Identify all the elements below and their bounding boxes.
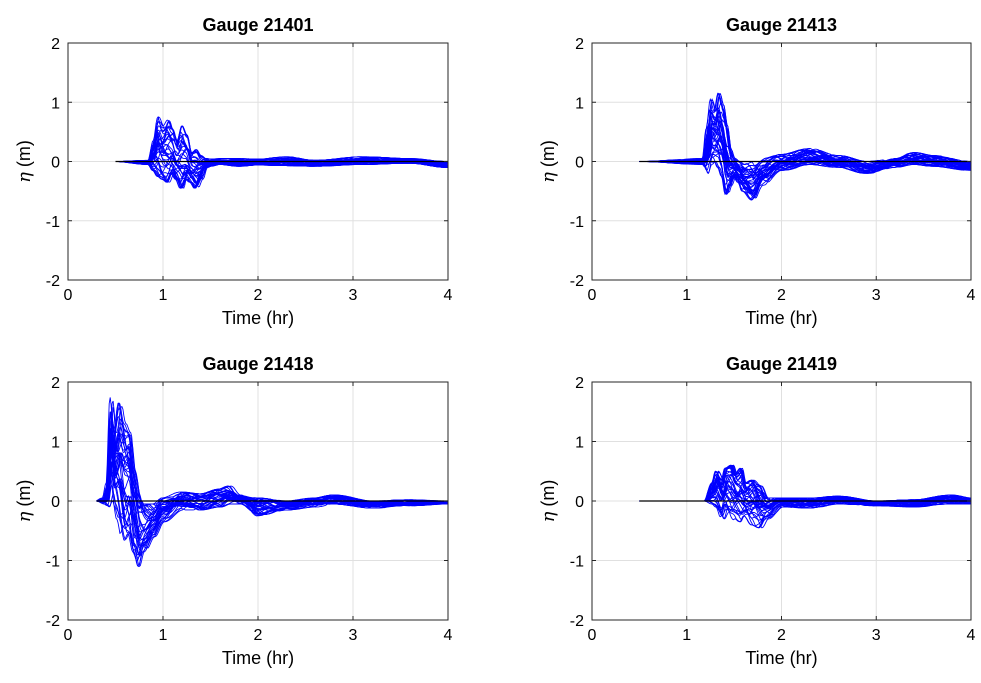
y-tick-label: 2 bbox=[51, 36, 60, 53]
y-tick-label: 1 bbox=[51, 435, 60, 452]
y-axis-unit: (m) bbox=[14, 140, 34, 172]
x-tick-label: 1 bbox=[682, 627, 691, 644]
y-tick-label: -2 bbox=[46, 613, 60, 630]
ensemble-line bbox=[96, 467, 448, 568]
y-tick-label: 0 bbox=[51, 155, 60, 172]
chart-panel-3: 0 1 2 3 4 -2 -1 0 1 2 Gauge 21418 Time (hr) η (m) bbox=[14, 354, 453, 668]
y-axis-symbol: η bbox=[538, 172, 559, 183]
y-axis-symbol: η bbox=[538, 511, 559, 522]
y-tick-label: 0 bbox=[575, 494, 584, 511]
chart-title: Gauge 21413 bbox=[726, 15, 837, 35]
y-tick-label: -2 bbox=[570, 613, 584, 630]
x-tick-label: 2 bbox=[777, 287, 786, 304]
y-tick-label: -1 bbox=[570, 214, 584, 231]
x-tick-label: 4 bbox=[444, 287, 453, 304]
series-group bbox=[639, 92, 971, 201]
x-tick-label: 0 bbox=[588, 287, 597, 304]
ensemble-line bbox=[115, 116, 448, 164]
ensemble-line bbox=[639, 135, 971, 199]
chart-title: Gauge 21418 bbox=[202, 354, 313, 374]
ensemble-line bbox=[115, 125, 448, 163]
chart-title: Gauge 21401 bbox=[202, 15, 313, 35]
y-axis-unit: (m) bbox=[538, 480, 558, 512]
y-axis-label: η (m) bbox=[538, 480, 559, 523]
ensemble-line bbox=[639, 93, 971, 170]
ensemble-line bbox=[115, 148, 448, 188]
series-group bbox=[639, 464, 971, 529]
chart-panel-1: 0 1 2 3 4 -2 -1 0 1 2 Gauge 21401 Time (hr) η (m) bbox=[14, 15, 453, 328]
series-group bbox=[115, 116, 448, 189]
y-axis-label: η (m) bbox=[538, 140, 559, 183]
y-tick-label: -2 bbox=[570, 273, 584, 290]
x-axis-label: Time (hr) bbox=[745, 308, 817, 328]
y-tick-label: -1 bbox=[570, 554, 584, 571]
x-tick-label: 2 bbox=[777, 627, 786, 644]
x-tick-label: 3 bbox=[872, 627, 881, 644]
ensemble-line bbox=[96, 433, 448, 548]
y-tick-label: -1 bbox=[46, 554, 60, 571]
chart-title: Gauge 21419 bbox=[726, 354, 837, 374]
y-tick-label: 0 bbox=[575, 155, 584, 172]
ensemble-line bbox=[96, 457, 448, 562]
x-tick-label: 2 bbox=[254, 627, 263, 644]
y-tick-label: 0 bbox=[51, 494, 60, 511]
ensemble-line bbox=[115, 134, 448, 185]
y-axis-unit: (m) bbox=[14, 480, 34, 512]
y-axis-symbol: η bbox=[14, 511, 35, 522]
x-tick-label: 0 bbox=[64, 287, 73, 304]
y-tick-label: 2 bbox=[575, 375, 584, 392]
y-axis-symbol: η bbox=[14, 172, 35, 183]
x-tick-label: 3 bbox=[872, 287, 881, 304]
y-tick-label: 2 bbox=[575, 36, 584, 53]
x-tick-label: 3 bbox=[349, 627, 358, 644]
x-axis-label: Time (hr) bbox=[745, 648, 817, 668]
y-axis-label: η (m) bbox=[14, 140, 35, 183]
x-tick-label: 1 bbox=[682, 287, 691, 304]
y-tick-label: 1 bbox=[575, 435, 584, 452]
x-tick-label: 4 bbox=[967, 627, 976, 644]
x-tick-label: 2 bbox=[254, 287, 263, 304]
y-tick-label: 1 bbox=[51, 95, 60, 112]
x-tick-label: 0 bbox=[64, 627, 73, 644]
x-tick-label: 1 bbox=[159, 627, 168, 644]
chart-panel-2: 0 1 2 3 4 -2 -1 0 1 2 Gauge 21413 Time (hr) η (m) bbox=[538, 15, 976, 328]
chart-panel-4: 0 1 2 3 4 -2 -1 0 1 2 Gauge 21419 Time (hr) η (m) bbox=[538, 354, 976, 668]
y-tick-label: 2 bbox=[51, 375, 60, 392]
x-axis-label: Time (hr) bbox=[222, 308, 294, 328]
y-tick-label: 1 bbox=[575, 95, 584, 112]
y-axis-label: η (m) bbox=[14, 480, 35, 523]
series-group bbox=[96, 397, 448, 568]
x-tick-label: 4 bbox=[444, 627, 453, 644]
x-axis-label: Time (hr) bbox=[222, 648, 294, 668]
x-tick-label: 4 bbox=[967, 287, 976, 304]
ensemble-line bbox=[96, 419, 448, 536]
y-tick-label: -1 bbox=[46, 214, 60, 231]
y-axis-unit: (m) bbox=[538, 140, 558, 172]
x-tick-label: 3 bbox=[349, 287, 358, 304]
x-tick-label: 0 bbox=[588, 627, 597, 644]
y-tick-label: -2 bbox=[46, 273, 60, 290]
x-tick-label: 1 bbox=[159, 287, 168, 304]
